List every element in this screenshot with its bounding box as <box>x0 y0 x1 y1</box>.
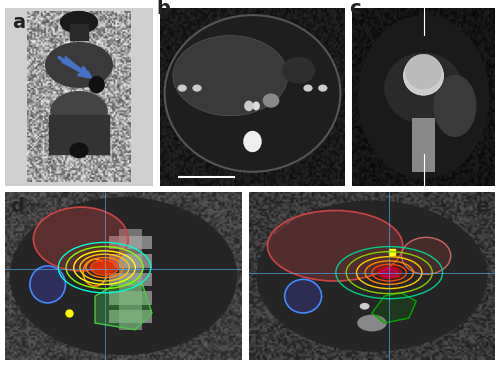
Ellipse shape <box>318 85 328 92</box>
Ellipse shape <box>402 237 450 274</box>
Bar <box>110 254 152 268</box>
Bar <box>50 115 108 154</box>
Bar <box>119 229 142 330</box>
Bar <box>110 310 152 323</box>
Ellipse shape <box>268 211 403 281</box>
Ellipse shape <box>384 53 463 124</box>
Ellipse shape <box>252 101 260 110</box>
Ellipse shape <box>10 197 237 355</box>
Ellipse shape <box>178 85 187 92</box>
Ellipse shape <box>166 16 340 171</box>
Polygon shape <box>95 279 152 330</box>
Text: e: e <box>476 197 488 216</box>
Polygon shape <box>372 293 416 323</box>
Ellipse shape <box>70 143 88 158</box>
Ellipse shape <box>243 131 262 152</box>
Ellipse shape <box>244 101 254 111</box>
Ellipse shape <box>96 262 114 273</box>
Bar <box>110 273 152 286</box>
Ellipse shape <box>377 267 402 278</box>
Ellipse shape <box>256 200 488 351</box>
Ellipse shape <box>282 57 316 84</box>
Ellipse shape <box>34 207 128 271</box>
Ellipse shape <box>30 266 66 303</box>
Ellipse shape <box>358 15 490 179</box>
Text: d: d <box>10 197 24 216</box>
Ellipse shape <box>262 93 280 108</box>
Ellipse shape <box>51 92 107 131</box>
Ellipse shape <box>380 268 398 277</box>
Bar <box>110 236 152 249</box>
Bar <box>412 118 435 172</box>
Text: c: c <box>349 0 361 18</box>
Text: a: a <box>12 14 26 32</box>
Ellipse shape <box>304 85 312 92</box>
Ellipse shape <box>284 279 322 313</box>
Bar <box>110 291 152 304</box>
Ellipse shape <box>357 315 387 331</box>
Text: b: b <box>156 0 170 18</box>
Bar <box>70 24 88 40</box>
Ellipse shape <box>46 43 112 87</box>
Ellipse shape <box>434 75 476 137</box>
Ellipse shape <box>404 56 444 95</box>
Ellipse shape <box>192 85 202 92</box>
Ellipse shape <box>360 303 370 310</box>
Ellipse shape <box>90 77 104 93</box>
Ellipse shape <box>405 54 442 90</box>
Ellipse shape <box>173 36 288 116</box>
Ellipse shape <box>90 260 118 275</box>
Ellipse shape <box>60 12 98 33</box>
